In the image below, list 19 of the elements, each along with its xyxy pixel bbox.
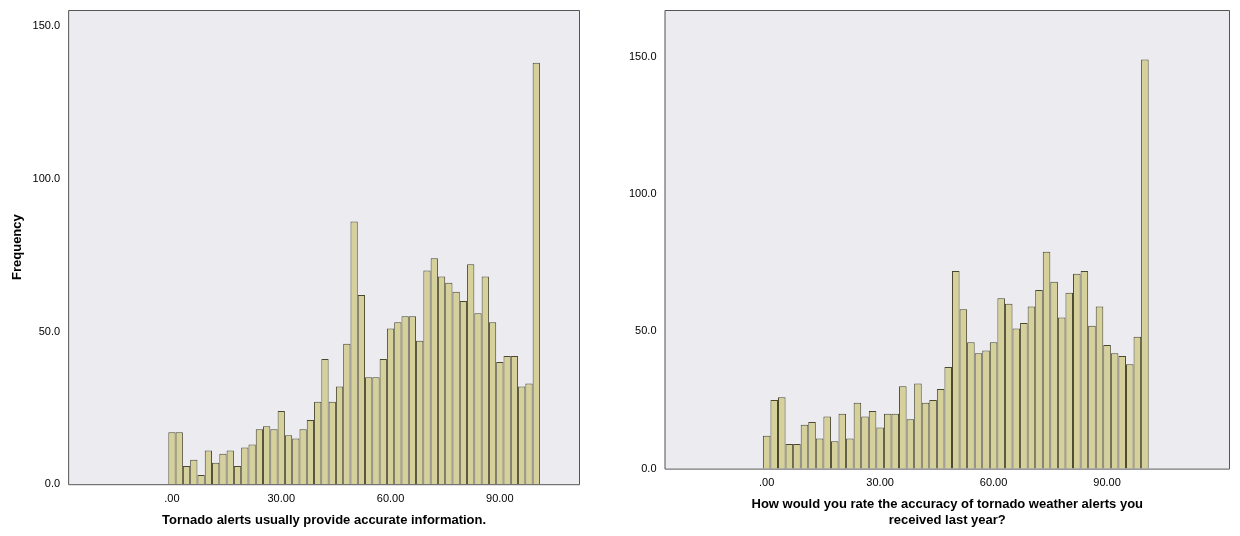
y-tick-label: 0.0 [641,461,657,474]
y-tick-label: 0.0 [44,477,61,490]
y-tick-label: 50.0 [635,324,657,337]
x-tick-label: 30.00 [267,491,296,504]
y-tick-label: 150.0 [32,19,61,32]
x-axis-title: How would you rate the accuracy of tornado weather alerts you received last year? [751,496,1144,527]
x-tick-label: 30.00 [866,476,894,489]
x-tick-label: 60.00 [979,476,1008,489]
y-axis-title: Frequency [9,213,25,280]
x-axis-title: Tornado alerts usually provide accurate information. [162,511,487,527]
x-tick-label: 90.00 [486,491,514,504]
x-tick-label: 60.00 [376,491,405,504]
y-tick-label: 150.0 [629,49,657,62]
x-tick-label: .00 [759,476,775,489]
x-tick-label: 90.00 [1093,476,1121,489]
x-tick-label: .00 [164,491,180,504]
y-tick-label: 100.0 [629,187,657,200]
y-tick-label: 50.0 [38,324,61,337]
y-tick-label: 100.0 [32,171,61,184]
